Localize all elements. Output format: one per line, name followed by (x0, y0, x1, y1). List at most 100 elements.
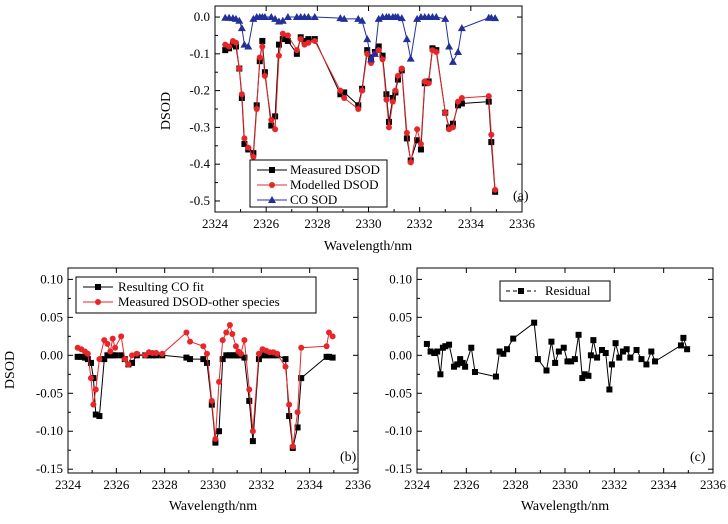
data-point-modelled-dsod (488, 131, 495, 138)
panel-b-label: (b) (340, 450, 357, 465)
data-point-co-sod (370, 49, 379, 57)
data-point-resulting-co-fit (96, 413, 103, 420)
data-point-modelled-dsod (232, 39, 239, 46)
data-point-measured-dsod (379, 52, 386, 59)
data-point-resulting-co-fit (183, 354, 190, 361)
data-point-residual (434, 348, 441, 355)
data-point-co-sod (358, 16, 367, 24)
data-point-co-sod (454, 47, 463, 55)
data-point-measured-dsod-other-species (219, 337, 226, 344)
data-point-measured-dsod (279, 36, 286, 43)
data-point-modelled-dsod (250, 153, 257, 160)
panel-a-ylabel: DSOD (159, 92, 174, 130)
data-point-modelled-dsod (261, 72, 268, 79)
data-point-measured-dsod-other-species (229, 331, 236, 338)
data-point-measured-dsod (364, 47, 371, 54)
data-point-measured-dsod (458, 100, 465, 107)
data-point-modelled-dsod (259, 43, 266, 50)
data-point-residual (579, 375, 586, 382)
data-point-residual (638, 356, 645, 363)
data-point-measured-dsod-other-species (249, 428, 256, 435)
data-point-measured-dsod-other-species (286, 401, 293, 408)
data-point-measured-dsod-other-species (183, 329, 190, 336)
data-point-modelled-dsod (256, 54, 263, 61)
panel-b-ytick-label: 0.05 (40, 309, 63, 324)
data-point-modelled-dsod (226, 43, 233, 50)
data-point-resulting-co-fit (84, 356, 91, 363)
data-point-modelled-dsod (379, 56, 386, 63)
data-point-modelled-dsod (394, 72, 401, 79)
legend-co-fit-label: Resulting CO fit (118, 279, 204, 294)
data-point-co-sod (441, 14, 450, 22)
panel-b-ytick-label: -0.10 (36, 423, 63, 438)
data-point-resulting-co-fit (129, 359, 136, 366)
legend-modelled-dsod-entry: Modelled DSOD (257, 177, 378, 192)
data-point-measured-dsod-other-species (208, 397, 215, 404)
data-point-resulting-co-fit (74, 353, 81, 360)
panel-b-xtick-label: 2332 (248, 477, 274, 492)
panel-a-ytick-label: 0.0 (194, 9, 210, 24)
data-point-resulting-co-fit (249, 438, 256, 445)
data-point-residual (446, 341, 453, 348)
panel-a-xtick-label: 2336 (509, 216, 536, 231)
data-point-residual (451, 363, 457, 370)
panel-c-xtick-label: 2330 (552, 477, 578, 492)
data-point-measured-dsod-other-species (121, 356, 128, 363)
data-point-measured-dsod (414, 137, 421, 144)
panel-b-xtick-label: 2324 (55, 477, 82, 492)
panel-a-legend: Measured DSOD Modelled DSOD CO SOD (249, 159, 388, 208)
panel-a-ytick-label: -0.1 (189, 46, 210, 61)
data-point-co-sod (406, 54, 415, 62)
data-point-measured-dsod-other-species (109, 335, 116, 342)
data-point-co-sod (432, 13, 441, 21)
panel-a-ytick-label: -0.5 (189, 193, 210, 208)
panel-a-xtick-label: 2334 (458, 216, 485, 231)
data-point-measured-dsod (341, 89, 348, 96)
panel-b-legend: Resulting CO fit Measured DSOD-other spe… (75, 276, 317, 314)
panel-a-xtick-label: 2330 (356, 216, 382, 231)
data-point-resulting-co-fit (101, 356, 108, 363)
data-point-measured-dsod (272, 113, 279, 120)
panel-c-xlabel: Wavelength/nm (521, 499, 609, 514)
data-point-resulting-co-fit (326, 353, 332, 360)
data-point-resulting-co-fit (203, 359, 210, 366)
data-point-resulting-co-fit (282, 356, 289, 363)
panel-a-series (221, 13, 500, 195)
data-point-residual (457, 356, 464, 363)
data-point-resulting-co-fit (212, 439, 219, 446)
panel-b-xtick-label: 2328 (152, 477, 178, 492)
data-point-measured-dsod-other-species (84, 350, 91, 357)
legend-residual-entry: Residual (506, 283, 591, 298)
data-point-modelled-dsod (341, 94, 348, 101)
data-point-resulting-co-fit (219, 356, 226, 363)
data-point-measured-dsod-other-species (159, 350, 166, 357)
panel-b-axes: 2324 2326 2328 2330 2332 2334 2336 0.10 0.05 0.00… (36, 268, 372, 492)
data-point-measured-dsod (259, 37, 266, 44)
panel-b-ylabel: DSOD (3, 351, 18, 389)
data-point-modelled-dsod (375, 47, 382, 54)
data-point-measured-dsod-other-species (112, 344, 119, 351)
data-point-residual (594, 354, 601, 361)
panel-c-xtick-label: 2334 (651, 477, 678, 492)
data-point-modelled-dsod (433, 48, 440, 55)
panel-b-xtick-label: 2334 (297, 477, 324, 492)
data-point-residual (492, 373, 499, 380)
data-point-measured-dsod-other-species (153, 350, 160, 357)
panel-b: 2324 2326 2328 2330 2332 2334 2336 0.10 0.05 0.00… (3, 267, 372, 514)
data-point-measured-dsod (394, 76, 401, 83)
panel-a-xtick-label: 2328 (304, 216, 330, 231)
data-point-residual (590, 337, 597, 344)
data-point-modelled-dsod (458, 94, 465, 101)
data-point-resulting-co-fit (329, 354, 336, 361)
data-point-residual (616, 354, 623, 361)
data-point-measured-dsod-other-species (223, 329, 230, 336)
data-point-residual (564, 358, 571, 365)
data-point-measured-dsod (301, 37, 308, 44)
panel-c-label: (c) (690, 450, 706, 465)
panel-a-xtick-label: 2326 (253, 216, 280, 231)
data-point-co-sod (235, 16, 244, 24)
data-point-residual (619, 348, 626, 355)
data-point-modelled-dsod (407, 159, 414, 166)
data-point-residual (677, 342, 684, 349)
data-point-residual (571, 356, 578, 363)
